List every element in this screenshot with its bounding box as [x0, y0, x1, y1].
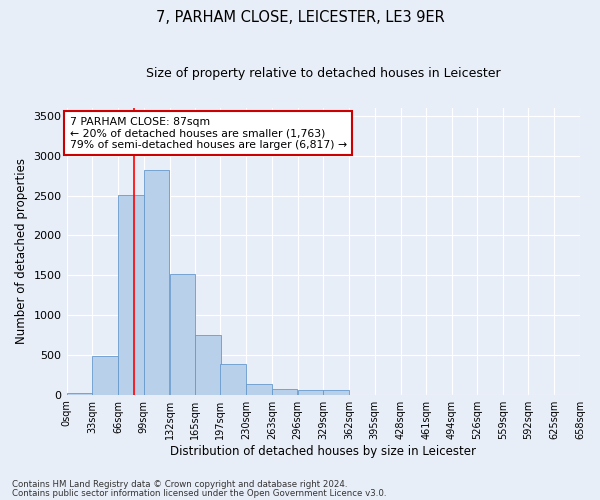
Bar: [196, 335, 221, 394]
Bar: [323, 390, 349, 394]
Bar: [92, 356, 118, 395]
Y-axis label: Number of detached properties: Number of detached properties: [15, 158, 28, 344]
X-axis label: Distribution of detached houses by size in Leicester: Distribution of detached houses by size …: [170, 444, 476, 458]
Bar: [272, 388, 298, 394]
Title: Size of property relative to detached houses in Leicester: Size of property relative to detached ho…: [146, 68, 500, 80]
Bar: [170, 274, 195, 394]
Text: Contains public sector information licensed under the Open Government Licence v3: Contains public sector information licen…: [12, 489, 386, 498]
Bar: [67, 393, 92, 394]
Text: 7 PARHAM CLOSE: 87sqm
← 20% of detached houses are smaller (1,763)
79% of semi-d: 7 PARHAM CLOSE: 87sqm ← 20% of detached …: [70, 117, 347, 150]
Bar: [246, 384, 272, 394]
Bar: [298, 390, 323, 394]
Bar: [220, 364, 246, 394]
Bar: [118, 195, 143, 394]
Text: Contains HM Land Registry data © Crown copyright and database right 2024.: Contains HM Land Registry data © Crown c…: [12, 480, 347, 489]
Bar: [144, 170, 169, 394]
Text: 7, PARHAM CLOSE, LEICESTER, LE3 9ER: 7, PARHAM CLOSE, LEICESTER, LE3 9ER: [155, 10, 445, 25]
